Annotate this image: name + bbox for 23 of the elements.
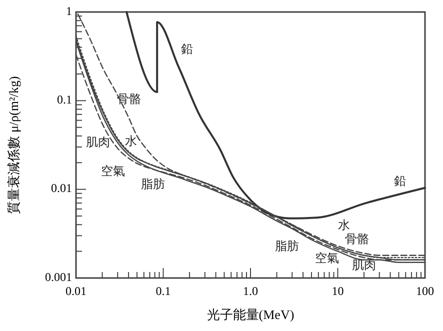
y-tick-label: 0.001 <box>45 270 72 284</box>
y-tick-label: 0.1 <box>57 92 72 106</box>
series-label: 肌肉 <box>352 258 376 272</box>
x-tick-label: 100 <box>416 284 434 298</box>
y-tick-label: 0.01 <box>51 181 72 196</box>
series-label: 水 <box>125 134 137 148</box>
x-tick-label: 1.0 <box>243 284 258 298</box>
y-tick-label: 1 <box>66 4 72 18</box>
x-axis-title: 光子能量(MeV) <box>206 307 294 322</box>
x-tick-label: 10 <box>332 284 344 298</box>
series-label: 空氣 <box>315 250 339 265</box>
text: 鉛 <box>181 42 193 56</box>
x-tick-label: 0.1 <box>156 284 171 298</box>
text: 脂肪 <box>275 238 299 253</box>
series-label: 骨骼 <box>117 92 141 106</box>
text: 空氣 <box>101 164 125 178</box>
series-label: 脂肪 <box>141 176 165 191</box>
text: 骨骼 <box>345 232 369 246</box>
y-axis-title: 質量衰減係數 μ/ρ(m²/kg) <box>6 76 21 214</box>
text: 水 <box>338 218 350 232</box>
text: 肌肉 <box>86 134 110 149</box>
x-tick-label: 0.01 <box>66 284 86 298</box>
series-label: 鉛 <box>394 174 406 188</box>
